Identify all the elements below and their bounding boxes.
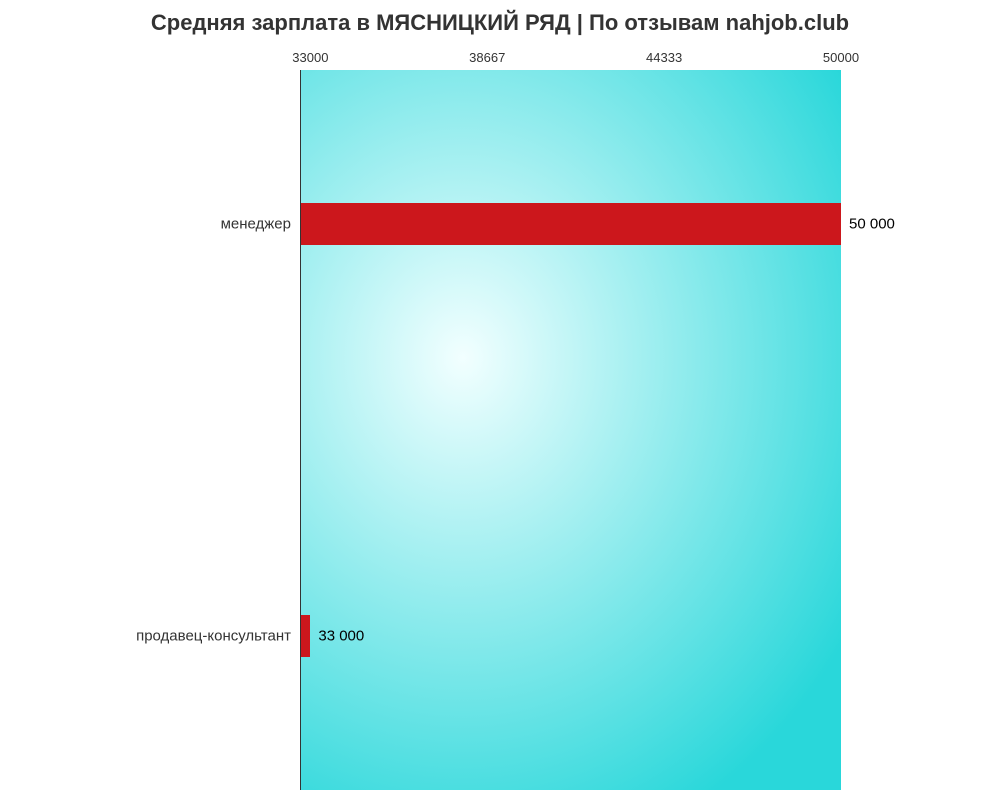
x-tick-label: 33000 <box>292 50 328 65</box>
chart-container: Средняя зарплата в МЯСНИЦКИЙ РЯД | По от… <box>0 0 1000 800</box>
bar-value-label: 33 000 <box>310 627 364 644</box>
bar <box>301 203 841 245</box>
bar-value-label: 50 000 <box>841 216 895 233</box>
bar <box>301 615 310 657</box>
x-tick-label: 38667 <box>469 50 505 65</box>
chart-title: Средняя зарплата в МЯСНИЦКИЙ РЯД | По от… <box>0 0 1000 36</box>
plot-area: 33000386674433350000менеджер50 000продав… <box>300 70 841 790</box>
x-tick-label: 50000 <box>823 50 859 65</box>
y-category-label: продавец-консультант <box>136 627 301 644</box>
y-category-label: менеджер <box>221 216 301 233</box>
x-tick-label: 44333 <box>646 50 682 65</box>
